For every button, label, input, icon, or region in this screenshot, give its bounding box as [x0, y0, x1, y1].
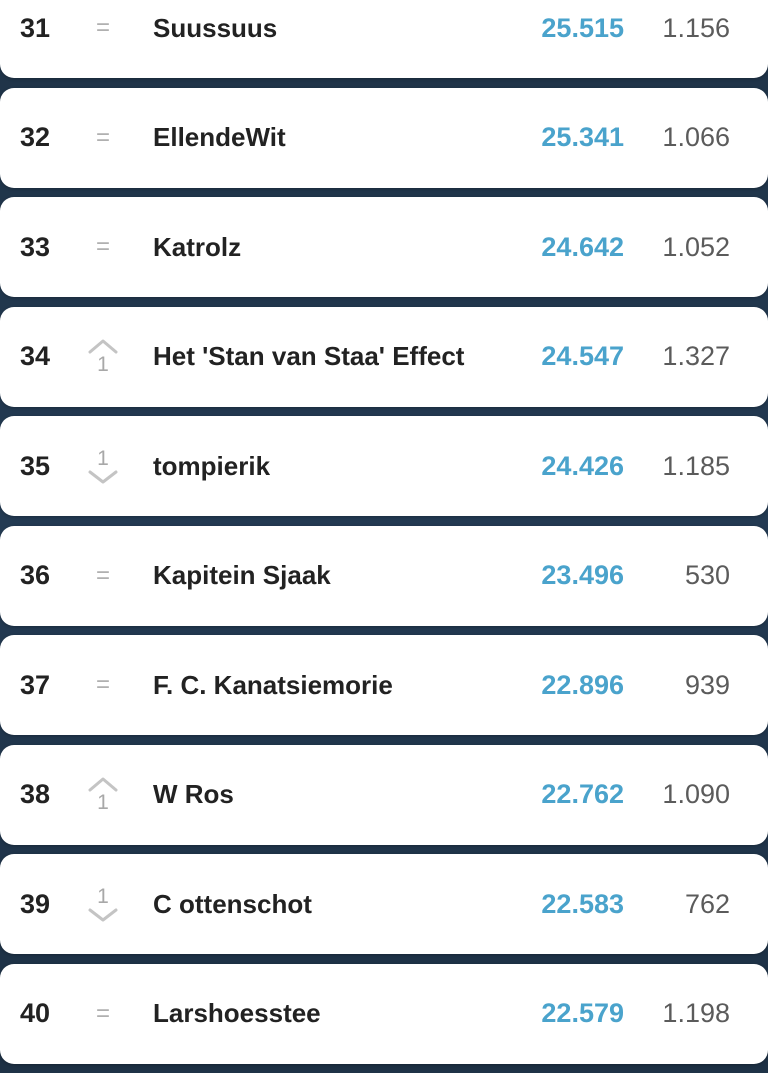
equals-icon: = — [95, 561, 110, 589]
team-name: tompierik — [153, 450, 271, 481]
standings-row[interactable]: 36 = Kapitein Sjaak 23.496 530 — [0, 525, 768, 626]
equals-icon: = — [95, 671, 110, 698]
team-name: W Ros — [153, 779, 234, 809]
total-points: 23.496 — [541, 560, 624, 590]
round-points: 1.052 — [662, 231, 730, 262]
position-change: 1 — [78, 854, 128, 954]
rank: 33 — [20, 231, 51, 262]
standings-row[interactable]: 39 1 C ottenschot 22.583 762 — [0, 854, 768, 954]
total-points: 22.896 — [541, 669, 624, 700]
total-points: 25.341 — [541, 122, 624, 152]
position-change: 1 — [78, 745, 128, 845]
rank: 35 — [20, 450, 51, 481]
total-points: 22.583 — [541, 888, 624, 919]
position-change-value: 1 — [97, 884, 109, 908]
standings-row[interactable]: 35 1 tompierik 24.426 1.185 — [0, 416, 768, 516]
total-points: 25.515 — [541, 12, 624, 43]
round-points: 1.090 — [662, 779, 730, 809]
total-points: 22.762 — [541, 779, 624, 809]
rank: 37 — [20, 669, 51, 700]
team-name: Larshoesstee — [153, 998, 321, 1028]
round-points: 762 — [684, 888, 730, 919]
rank: 34 — [20, 341, 51, 371]
round-points: 1.198 — [662, 998, 730, 1028]
standings-row[interactable]: 31 = Suussuus 25.515 1.156 — [0, 0, 768, 78]
round-points: 1.066 — [662, 122, 730, 152]
position-change: = — [78, 88, 128, 188]
position-change-value: 1 — [97, 791, 109, 814]
rank: 39 — [20, 888, 51, 919]
standings-row[interactable]: 38 1 W Ros 22.762 1.090 — [0, 744, 768, 845]
total-points: 24.547 — [541, 341, 624, 371]
standings-row[interactable]: 32 = EllendeWit 25.341 1.066 — [0, 87, 768, 188]
round-points: 1.327 — [662, 341, 730, 371]
position-change: = — [78, 197, 128, 297]
position-change-value: 1 — [97, 446, 109, 470]
standings-row[interactable]: 37 = F. C. Kanatsiemorie 22.896 939 — [0, 635, 768, 735]
rank: 36 — [20, 560, 51, 590]
team-name: EllendeWit — [153, 122, 286, 152]
chevron-up-icon — [88, 339, 118, 354]
equals-icon: = — [95, 999, 110, 1027]
equals-icon: = — [95, 123, 110, 151]
round-points: 1.185 — [662, 450, 730, 481]
team-name: Suussuus — [153, 12, 278, 43]
team-name: C ottenschot — [153, 888, 312, 919]
standings-row[interactable]: 40 = Larshoesstee 22.579 1.198 — [0, 963, 768, 1064]
round-points: 939 — [684, 669, 730, 700]
team-name: Kapitein Sjaak — [153, 560, 331, 590]
total-points: 24.642 — [541, 231, 624, 262]
chevron-down-icon — [88, 470, 118, 483]
rank: 40 — [20, 998, 51, 1028]
round-points: 1.156 — [662, 12, 730, 43]
position-change: = — [78, 635, 128, 735]
team-name: Katrolz — [153, 231, 242, 262]
standings-row[interactable]: 34 1 Het 'Stan van Staa' Effect 24.547 1… — [0, 306, 768, 407]
rank: 32 — [20, 122, 51, 152]
team-name: Het 'Stan van Staa' Effect — [153, 341, 465, 371]
position-change: = — [78, 964, 128, 1064]
equals-icon: = — [95, 14, 110, 41]
position-change: 1 — [78, 307, 128, 407]
rank: 31 — [20, 12, 51, 43]
chevron-up-icon — [88, 777, 118, 792]
position-change: = — [78, 526, 128, 626]
position-change: = — [78, 0, 128, 78]
total-points: 22.579 — [541, 998, 624, 1028]
position-change-value: 1 — [97, 353, 109, 376]
total-points: 24.426 — [541, 450, 624, 481]
team-name: F. C. Kanatsiemorie — [153, 669, 393, 700]
chevron-down-icon — [88, 908, 118, 921]
equals-icon: = — [95, 233, 110, 260]
rank: 38 — [20, 779, 51, 809]
round-points: 530 — [684, 560, 730, 590]
position-change: 1 — [78, 416, 128, 516]
standings-row[interactable]: 33 = Katrolz 24.642 1.052 — [0, 197, 768, 297]
